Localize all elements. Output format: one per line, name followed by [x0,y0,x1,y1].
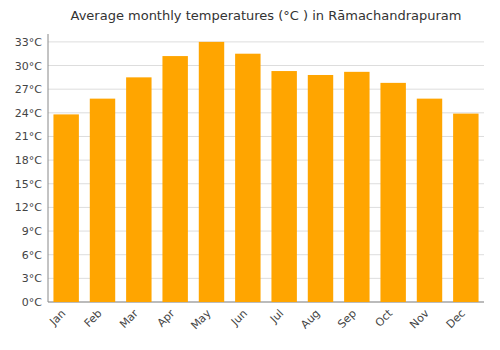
x-tick-label: Dec [444,307,468,331]
grid-line [48,89,484,90]
y-tick-label: 0°C [22,296,42,309]
grid-line [48,41,484,42]
bar [453,114,478,302]
bar [380,83,405,302]
y-tick-label: 21°C [15,130,42,143]
y-tick-label: 30°C [15,60,42,73]
x-tick-label: Jun [228,307,250,329]
y-tick-label: 12°C [15,201,42,214]
x-tick-label: May [188,307,214,333]
bar [90,99,115,302]
chart-container: Average monthly temperatures (°C ) in Rā… [0,0,500,350]
y-tick-label: 24°C [15,107,42,120]
bar [235,54,260,302]
bar [53,114,78,302]
x-tick-label: Feb [82,307,105,330]
y-tick-label: 33°C [15,36,42,49]
bar [308,75,333,302]
grid-line [48,65,484,66]
x-tick-label: Sep [335,307,359,331]
bar [417,99,442,302]
bar [271,71,296,302]
y-tick-label: 18°C [15,154,42,167]
bar [162,56,187,302]
x-tick-label: Jul [267,307,286,326]
y-tick-label: 15°C [15,178,42,191]
bars [53,42,478,302]
x-tick-label: Nov [407,307,432,332]
x-tick-label: Mar [117,307,141,331]
bar [344,72,369,302]
chart-svg: Average monthly temperatures (°C ) in Rā… [0,0,500,350]
x-tick-label: Jan [46,307,68,329]
bar [126,77,151,302]
y-tick-label: 27°C [15,83,42,96]
y-tick-label: 6°C [22,249,42,262]
y-tick-label: 3°C [22,272,42,285]
grid [48,42,484,302]
bar [199,42,224,302]
x-tick-label: Apr [155,307,178,330]
y-axis-line [48,34,49,302]
x-tick-label: Oct [373,306,396,329]
title: Average monthly temperatures (°C ) in Rā… [71,8,462,23]
x-tick-label: Aug [298,307,322,331]
y-tick-label: 9°C [22,225,42,238]
